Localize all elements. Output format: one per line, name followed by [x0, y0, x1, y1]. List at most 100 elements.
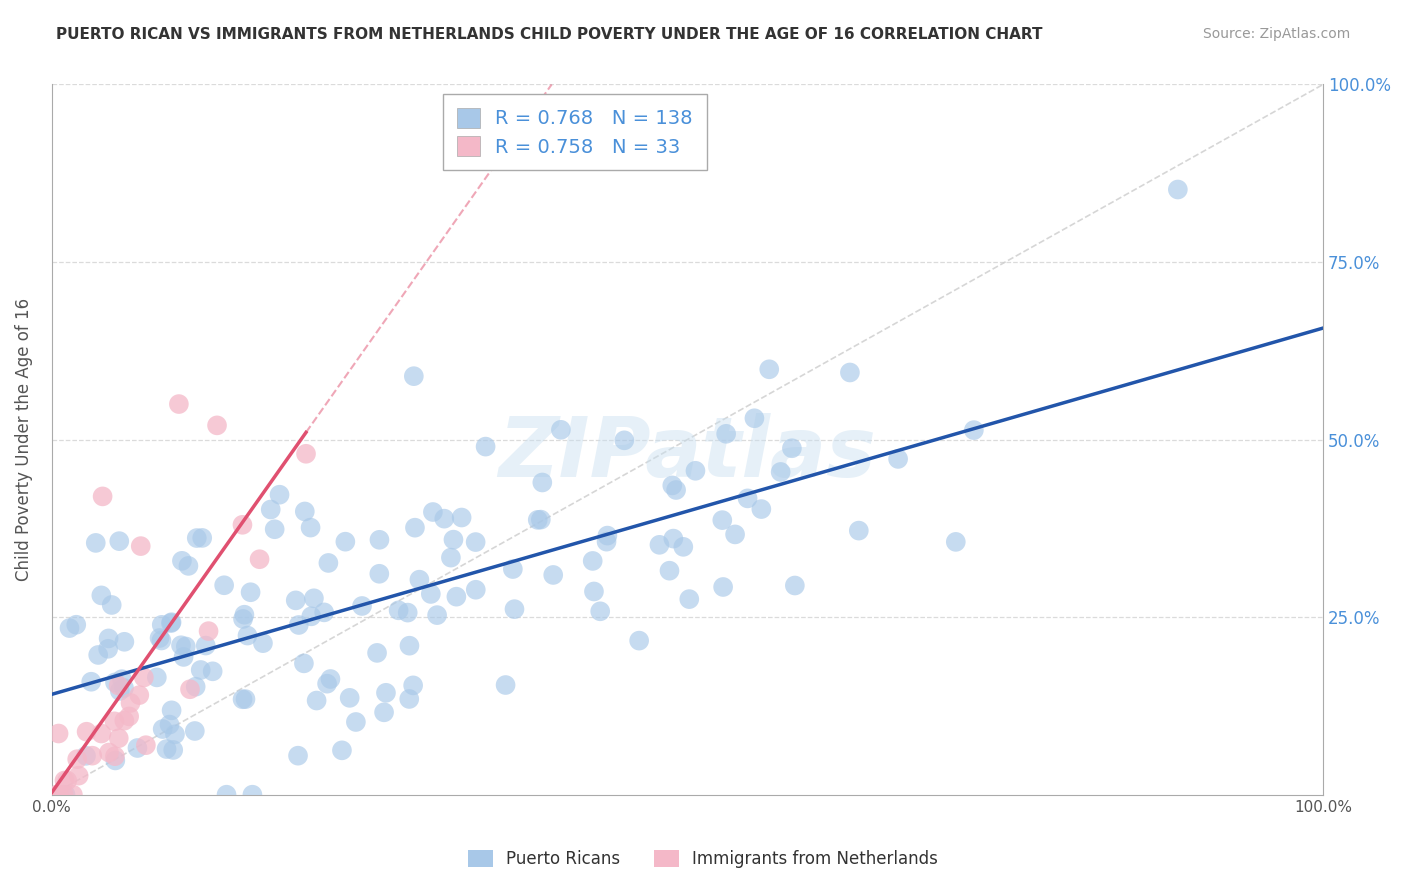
- Point: [402, 369, 425, 384]
- Point: [711, 580, 734, 594]
- Point: [339, 690, 361, 705]
- Point: [724, 527, 747, 541]
- Point: [46, 788, 69, 802]
- Point: [48, 726, 70, 740]
- Point: [232, 612, 254, 626]
- Point: [780, 442, 803, 456]
- Point: [582, 554, 605, 568]
- Point: [302, 591, 325, 606]
- Point: [108, 684, 131, 698]
- Point: [440, 550, 463, 565]
- Point: [541, 568, 564, 582]
- Point: [305, 693, 328, 707]
- Point: [201, 665, 224, 679]
- Point: [104, 675, 127, 690]
- Point: [665, 483, 688, 497]
- Point: [179, 682, 201, 697]
- Point: [628, 633, 651, 648]
- Point: [215, 788, 238, 802]
- Point: [848, 524, 870, 538]
- Text: PUERTO RICAN VS IMMIGRANTS FROM NETHERLANDS CHILD POVERTY UNDER THE AGE OF 16 CO: PUERTO RICAN VS IMMIGRANTS FROM NETHERLA…: [56, 27, 1043, 42]
- Point: [783, 578, 806, 592]
- Point: [128, 688, 150, 702]
- Point: [108, 534, 131, 549]
- Point: [502, 562, 524, 576]
- Point: [375, 686, 398, 700]
- Point: [963, 423, 986, 437]
- Point: [233, 607, 256, 622]
- Point: [107, 679, 129, 693]
- Point: [162, 743, 184, 757]
- Point: [648, 538, 671, 552]
- Point: [112, 681, 135, 695]
- Point: [100, 598, 122, 612]
- Point: [56, 773, 79, 788]
- Point: [714, 426, 737, 441]
- Point: [177, 558, 200, 573]
- Point: [252, 636, 274, 650]
- Point: [170, 554, 193, 568]
- Point: [80, 674, 103, 689]
- Point: [530, 513, 553, 527]
- Point: [167, 397, 190, 411]
- Point: [1167, 182, 1189, 196]
- Point: [235, 692, 257, 706]
- Legend: R = 0.768   N = 138, R = 0.758   N = 33: R = 0.768 N = 138, R = 0.758 N = 33: [443, 95, 706, 170]
- Point: [292, 657, 315, 671]
- Point: [90, 588, 112, 602]
- Point: [408, 573, 430, 587]
- Point: [135, 738, 157, 752]
- Point: [160, 703, 183, 717]
- Point: [287, 748, 309, 763]
- Point: [67, 769, 90, 783]
- Y-axis label: Child Poverty Under the Age of 16: Child Poverty Under the Age of 16: [15, 298, 32, 581]
- Point: [155, 742, 177, 756]
- Point: [232, 692, 254, 706]
- Point: [446, 590, 468, 604]
- Point: [97, 641, 120, 656]
- Point: [269, 488, 291, 502]
- Point: [294, 504, 316, 518]
- Point: [263, 522, 285, 536]
- Point: [749, 502, 772, 516]
- Point: [595, 534, 617, 549]
- Point: [464, 582, 486, 597]
- Point: [287, 618, 309, 632]
- Point: [402, 678, 425, 692]
- Point: [242, 788, 264, 802]
- Text: ZIPatlas: ZIPatlas: [499, 413, 876, 494]
- Point: [658, 564, 681, 578]
- Point: [170, 638, 193, 652]
- Point: [531, 475, 554, 490]
- Point: [344, 714, 367, 729]
- Point: [231, 517, 253, 532]
- Point: [76, 724, 98, 739]
- Point: [613, 434, 636, 448]
- Point: [112, 634, 135, 648]
- Point: [366, 646, 388, 660]
- Point: [596, 528, 619, 542]
- Point: [194, 639, 217, 653]
- Point: [236, 629, 259, 643]
- Point: [111, 672, 134, 686]
- Point: [284, 593, 307, 607]
- Point: [582, 584, 605, 599]
- Point: [838, 366, 860, 380]
- Point: [550, 423, 572, 437]
- Point: [97, 632, 120, 646]
- Point: [495, 678, 517, 692]
- Point: [398, 692, 420, 706]
- Point: [443, 533, 465, 547]
- Point: [186, 531, 208, 545]
- Point: [53, 773, 76, 788]
- Point: [87, 648, 110, 662]
- Point: [163, 727, 186, 741]
- Point: [82, 748, 104, 763]
- Point: [422, 505, 444, 519]
- Point: [118, 709, 141, 723]
- Point: [295, 447, 318, 461]
- Point: [299, 520, 322, 534]
- Point: [66, 752, 89, 766]
- Point: [212, 578, 235, 592]
- Point: [744, 411, 766, 425]
